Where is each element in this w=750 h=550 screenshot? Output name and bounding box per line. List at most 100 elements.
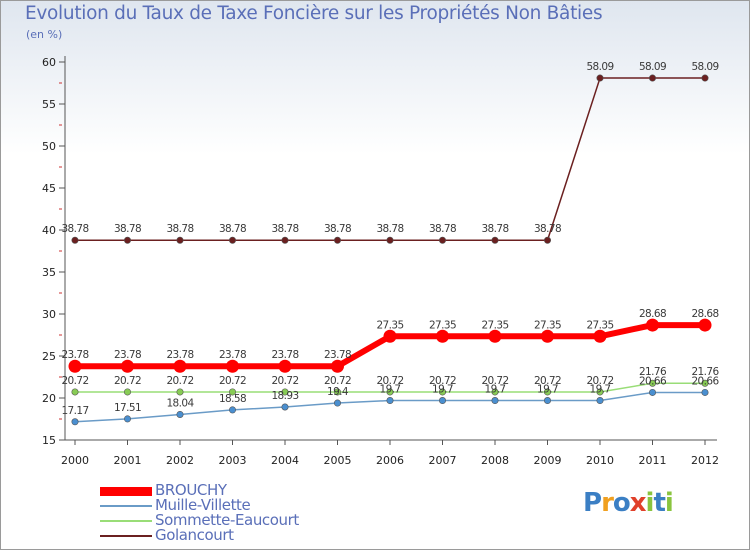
- data-point-muille-villette: [281, 403, 289, 411]
- data-label-brouchy: 23.78: [324, 349, 351, 361]
- legend-swatch: [100, 505, 152, 507]
- data-label-sommette-eaucourt: 20.72: [534, 375, 561, 387]
- x-tick-label: 2001: [114, 454, 142, 467]
- data-label-golancourt: 38.78: [61, 223, 88, 235]
- data-point-sommette-eaucourt: [176, 388, 184, 396]
- data-label-sommette-eaucourt: 20.72: [376, 375, 403, 387]
- brand-logo: Proxiti: [583, 488, 674, 518]
- y-tick-label: 15: [42, 434, 56, 447]
- legend-label: Sommette-Eaucourt: [155, 511, 299, 529]
- data-point-brouchy: [68, 359, 82, 373]
- x-tick-label: 2011: [639, 454, 667, 467]
- y-unit-label: (en %): [26, 28, 63, 41]
- series-line-golancourt: [75, 77, 705, 241]
- data-label-brouchy: 27.35: [376, 319, 403, 331]
- data-label-sommette-eaucourt: 21.76: [639, 366, 667, 378]
- data-point-muille-villette: [229, 406, 237, 414]
- y-tick-label: 40: [42, 224, 56, 237]
- data-label-brouchy: 23.78: [271, 349, 298, 361]
- data-label-brouchy: 23.78: [114, 349, 141, 361]
- data-point-muille-villette: [176, 410, 184, 418]
- data-point-golancourt: [491, 236, 499, 244]
- logo-letter: r: [601, 488, 614, 518]
- data-point-golancourt: [596, 74, 604, 82]
- data-label-muille-villette: 19.7: [432, 384, 453, 396]
- data-label-muille-villette: 17.51: [114, 402, 141, 414]
- data-point-sommette-eaucourt: [491, 388, 499, 396]
- y-tick-label: 50: [42, 140, 56, 153]
- data-label-muille-villette: 18.58: [219, 393, 246, 405]
- data-label-muille-villette: 19.7: [485, 384, 506, 396]
- data-point-brouchy: [278, 359, 292, 373]
- data-point-golancourt: [386, 236, 394, 244]
- y-tick-label: 30: [42, 308, 56, 321]
- data-point-brouchy: [331, 359, 344, 373]
- data-label-muille-villette: 19.4: [327, 386, 349, 398]
- data-point-sommette-eaucourt: [333, 388, 341, 396]
- data-label-sommette-eaucourt: 20.72: [429, 375, 456, 387]
- data-label-muille-villette: 19.7: [537, 384, 558, 396]
- data-point-muille-villette: [596, 397, 604, 405]
- data-label-muille-villette: 20.66: [691, 375, 719, 387]
- data-label-sommette-eaucourt: 20.72: [166, 375, 193, 387]
- logo-letter: x: [629, 488, 647, 518]
- x-tick-label: 2002: [166, 454, 194, 467]
- data-label-golancourt: 38.78: [534, 223, 561, 235]
- data-point-muille-villette: [543, 397, 551, 405]
- logo-letter: o: [612, 488, 631, 518]
- data-point-sommette-eaucourt: [648, 379, 656, 387]
- data-point-golancourt: [281, 236, 289, 244]
- data-point-brouchy: [646, 318, 659, 332]
- data-point-golancourt: [648, 74, 656, 82]
- data-label-golancourt: 38.78: [324, 223, 351, 235]
- y-tick-label: 35: [42, 266, 56, 279]
- legend-label: Golancourt: [155, 526, 234, 544]
- data-label-brouchy: 28.68: [639, 308, 666, 320]
- data-label-golancourt: 38.78: [481, 223, 508, 235]
- data-label-muille-villette: 18.93: [271, 390, 298, 402]
- legend-label: Muille-Villette: [155, 496, 251, 514]
- data-label-muille-villette: 18.04: [166, 397, 194, 409]
- data-point-brouchy: [121, 359, 134, 373]
- data-label-sommette-eaucourt: 20.72: [114, 375, 141, 387]
- data-label-muille-villette: 19.7: [590, 384, 611, 396]
- data-point-sommette-eaucourt: [281, 388, 289, 396]
- data-point-brouchy: [488, 329, 502, 343]
- legend-swatch: [100, 520, 152, 522]
- x-tick-label: 2000: [61, 454, 89, 467]
- data-point-sommette-eaucourt: [386, 388, 394, 396]
- data-point-golancourt: [176, 236, 184, 244]
- data-label-sommette-eaucourt: 20.72: [271, 375, 298, 387]
- data-label-sommette-eaucourt: 20.72: [61, 375, 88, 387]
- data-point-golancourt: [229, 236, 237, 244]
- data-point-muille-villette: [701, 388, 709, 396]
- data-point-brouchy: [698, 318, 712, 332]
- data-point-brouchy: [383, 329, 397, 343]
- data-label-brouchy: 27.35: [429, 319, 456, 331]
- data-label-muille-villette: 19.7: [380, 384, 401, 396]
- data-label-muille-villette: 17.17: [61, 405, 88, 417]
- data-label-brouchy: 27.35: [481, 319, 508, 331]
- data-label-sommette-eaucourt: 21.76: [691, 366, 719, 378]
- data-point-brouchy: [593, 329, 607, 343]
- x-tick-label: 2003: [219, 454, 247, 467]
- data-point-brouchy: [436, 329, 449, 343]
- data-label-sommette-eaucourt: 20.72: [586, 375, 613, 387]
- data-point-golancourt: [124, 236, 132, 244]
- data-point-golancourt: [701, 74, 709, 82]
- data-label-golancourt: 58.09: [691, 61, 718, 73]
- data-point-muille-villette: [491, 397, 499, 405]
- data-point-muille-villette: [438, 397, 446, 405]
- data-point-sommette-eaucourt: [543, 388, 551, 396]
- data-point-golancourt: [333, 236, 341, 244]
- legend-swatch: [100, 535, 152, 537]
- data-label-golancourt: 58.09: [639, 61, 666, 73]
- data-label-muille-villette: 20.66: [639, 375, 667, 387]
- data-point-muille-villette: [71, 418, 79, 426]
- y-tick-label: 25: [42, 350, 56, 363]
- data-point-brouchy: [173, 359, 187, 373]
- data-point-sommette-eaucourt: [438, 388, 446, 396]
- data-point-muille-villette: [648, 388, 656, 396]
- data-point-muille-villette: [386, 397, 394, 405]
